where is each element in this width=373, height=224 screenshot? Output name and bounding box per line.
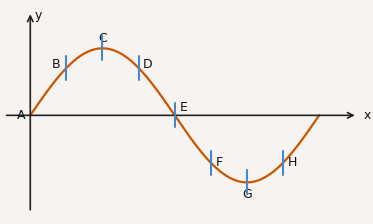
Text: G: G — [242, 188, 252, 201]
Text: E: E — [179, 101, 187, 114]
Text: x: x — [363, 109, 371, 122]
Text: B: B — [51, 58, 60, 71]
Text: C: C — [98, 32, 107, 45]
Text: D: D — [142, 58, 152, 71]
Text: H: H — [288, 156, 297, 169]
Text: F: F — [216, 156, 223, 169]
Text: A: A — [18, 109, 26, 122]
Text: y: y — [34, 9, 41, 22]
